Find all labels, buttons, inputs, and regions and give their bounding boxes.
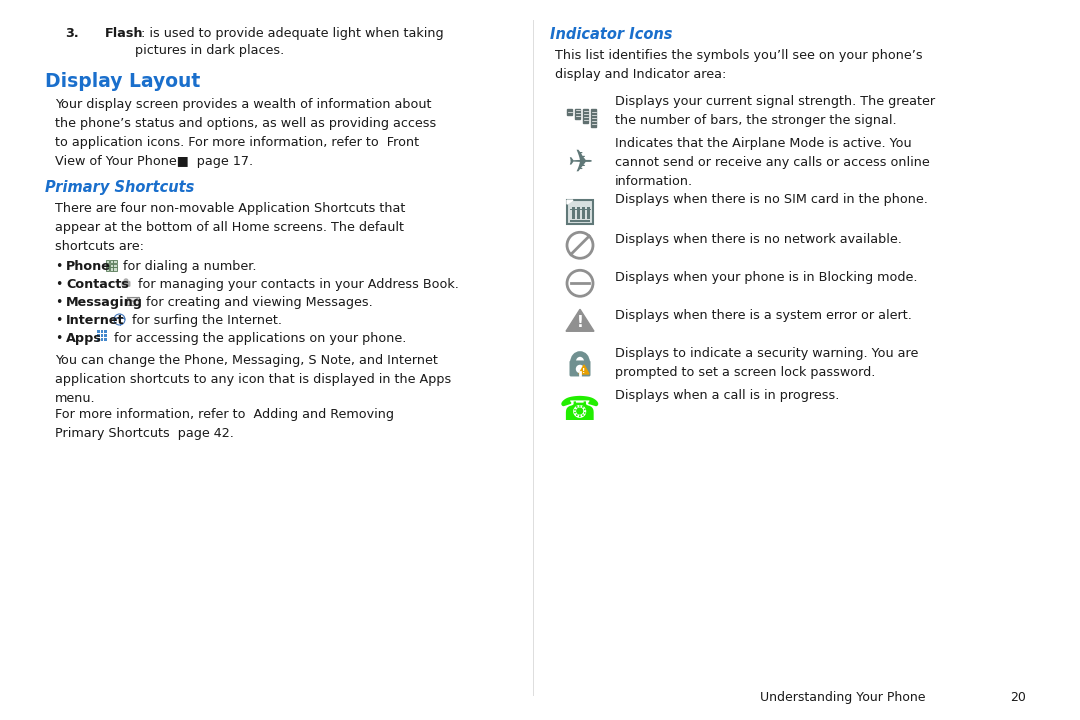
Bar — [105, 338, 107, 341]
Text: 20: 20 — [1010, 691, 1026, 704]
Text: : is used to provide adequate light when taking: : is used to provide adequate light when… — [141, 27, 444, 40]
Bar — [577, 207, 580, 219]
Bar — [567, 109, 572, 115]
Bar — [97, 334, 99, 337]
Text: ☎: ☎ — [559, 394, 600, 426]
Bar — [113, 267, 117, 271]
Text: •: • — [55, 278, 63, 291]
Text: for dialing a number.: for dialing a number. — [119, 260, 257, 273]
Text: This list identifies the symbols you’ll see on your phone’s
display and Indicato: This list identifies the symbols you’ll … — [555, 49, 922, 81]
Bar — [110, 267, 113, 271]
Bar — [127, 297, 139, 305]
Text: •: • — [55, 332, 63, 345]
Text: You can change the Phone, Messaging, S Note, and Internet
application shortcuts : You can change the Phone, Messaging, S N… — [55, 354, 451, 405]
Bar — [591, 109, 596, 127]
Text: Displays when a call is in progress.: Displays when a call is in progress. — [615, 389, 839, 402]
Bar — [106, 267, 109, 271]
Text: ✈: ✈ — [567, 149, 593, 178]
Text: Apps: Apps — [66, 332, 102, 345]
Bar — [105, 330, 107, 333]
Text: Displays when there is no SIM card in the phone.: Displays when there is no SIM card in th… — [615, 193, 928, 206]
Text: Messaging: Messaging — [66, 296, 143, 309]
Bar — [582, 207, 585, 219]
Polygon shape — [566, 310, 594, 331]
Text: for creating and viewing Messages.: for creating and viewing Messages. — [141, 296, 373, 309]
FancyBboxPatch shape — [569, 361, 591, 377]
Polygon shape — [579, 365, 589, 374]
Text: For more information, refer to  Adding and Removing
Primary Shortcuts  page 42.: For more information, refer to Adding an… — [55, 408, 394, 440]
Bar — [97, 338, 99, 341]
Bar — [105, 334, 107, 337]
Text: •: • — [55, 260, 63, 273]
Polygon shape — [567, 200, 573, 204]
Text: for accessing the applications on your phone.: for accessing the applications on your p… — [110, 332, 406, 345]
Bar — [583, 109, 588, 123]
FancyBboxPatch shape — [121, 281, 131, 287]
Bar — [100, 338, 104, 341]
Text: Flash: Flash — [105, 27, 144, 40]
Circle shape — [124, 279, 127, 282]
Bar — [113, 264, 117, 267]
Text: Contacts: Contacts — [66, 278, 129, 291]
Text: •: • — [55, 314, 63, 327]
Text: Displays to indicate a security warning. You are
prompted to set a screen lock p: Displays to indicate a security warning.… — [615, 347, 918, 379]
Text: for surfing the Internet.: for surfing the Internet. — [129, 314, 282, 327]
Bar — [110, 260, 113, 264]
Text: Understanding Your Phone: Understanding Your Phone — [760, 691, 926, 704]
Text: Your display screen provides a wealth of information about
the phone’s status an: Your display screen provides a wealth of… — [55, 98, 436, 168]
Text: There are four non-movable Application Shortcuts that
appear at the bottom of al: There are four non-movable Application S… — [55, 202, 405, 253]
Text: Indicates that the Airplane Mode is active. You
cannot send or receive any calls: Indicates that the Airplane Mode is acti… — [615, 137, 930, 188]
Bar — [572, 207, 575, 219]
Circle shape — [577, 366, 583, 372]
Text: Indicator Icons: Indicator Icons — [550, 27, 673, 42]
Text: •: • — [55, 296, 63, 309]
Bar — [110, 264, 113, 267]
Text: !: ! — [577, 315, 583, 330]
Bar — [106, 264, 109, 267]
Bar — [570, 220, 590, 222]
Bar — [113, 260, 117, 264]
Text: Internet: Internet — [66, 314, 124, 327]
Bar — [575, 109, 580, 119]
Text: Display Layout: Display Layout — [45, 72, 200, 91]
Text: Displays when there is a system error or alert.: Displays when there is a system error or… — [615, 309, 912, 322]
Text: Phone: Phone — [66, 260, 111, 273]
Text: for managing your contacts in your Address Book.: for managing your contacts in your Addre… — [134, 278, 459, 291]
Text: Displays when your phone is in Blocking mode.: Displays when your phone is in Blocking … — [615, 271, 918, 284]
Bar — [588, 207, 590, 219]
Bar — [100, 334, 104, 337]
FancyBboxPatch shape — [567, 200, 593, 224]
Text: Primary Shortcuts: Primary Shortcuts — [45, 180, 194, 195]
Bar — [100, 330, 104, 333]
Text: !: ! — [582, 368, 585, 374]
Bar — [97, 330, 99, 333]
Text: Displays your current signal strength. The greater
the number of bars, the stron: Displays your current signal strength. T… — [615, 95, 935, 127]
Text: Displays when there is no network available.: Displays when there is no network availa… — [615, 233, 902, 246]
Text: 3.: 3. — [65, 27, 79, 40]
Bar — [106, 260, 109, 264]
Text: pictures in dark places.: pictures in dark places. — [135, 44, 284, 57]
